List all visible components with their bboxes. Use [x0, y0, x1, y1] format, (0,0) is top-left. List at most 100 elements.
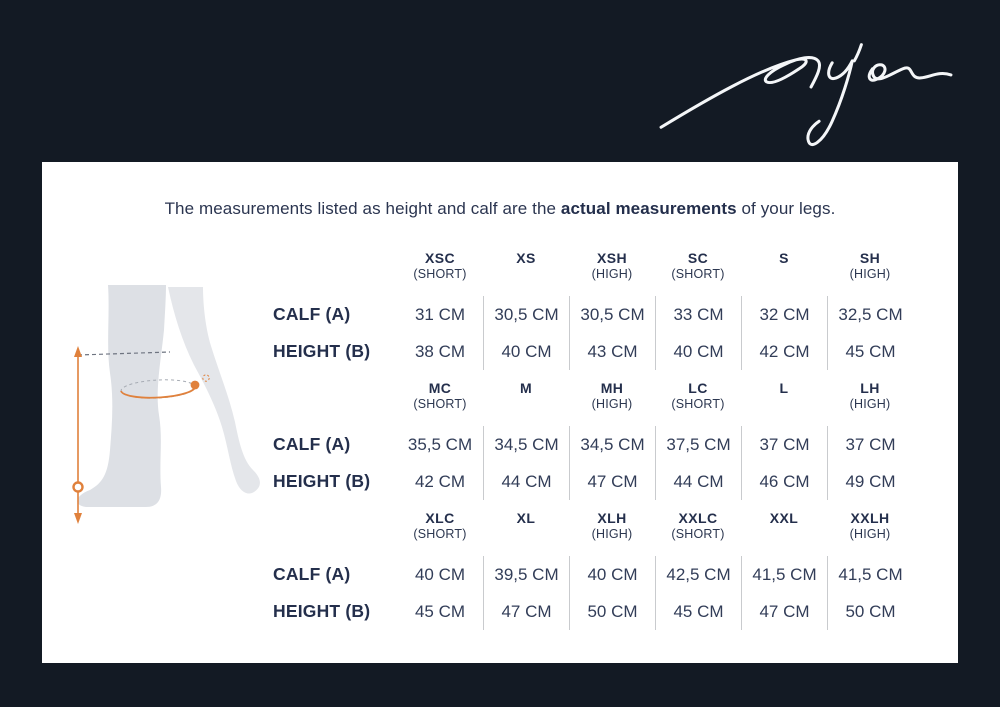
- calf-value: 39,5 CM: [483, 556, 569, 593]
- signature-stroke: [659, 43, 953, 146]
- calf-value: 30,5 CM: [483, 296, 569, 333]
- size-column-header: MC (SHORT): [397, 378, 483, 426]
- size-variant-label: [483, 397, 569, 412]
- intro-text: The measurements listed as height and ca…: [42, 199, 958, 219]
- size-column-header: LH (HIGH): [827, 378, 913, 426]
- header-spacer: [265, 508, 397, 556]
- height-arrowhead-bottom: [74, 513, 82, 524]
- size-column-header: XLH (HIGH): [569, 508, 655, 556]
- height-value: 43 CM: [569, 333, 655, 370]
- size-code: MC: [428, 380, 452, 396]
- size-code: XXLH: [850, 510, 890, 526]
- height-value: 47 CM: [569, 463, 655, 500]
- size-column-header: S: [741, 248, 827, 296]
- leg-measurement-illustration: [72, 285, 260, 524]
- size-code: XXLC: [678, 510, 718, 526]
- size-column-header: XSH (HIGH): [569, 248, 655, 296]
- calf-value: 31 CM: [414, 305, 466, 324]
- size-code: LH: [860, 380, 880, 396]
- header-spacer: [265, 248, 397, 296]
- height-row-label: HEIGHT (B): [273, 341, 371, 361]
- size-code: SC: [687, 250, 709, 266]
- height-value: 47 CM: [741, 593, 827, 630]
- size-code: M: [519, 380, 533, 396]
- size-table: XLC (SHORT) XL XLH (HIGH) XXLC (SHORT) XXL XXLH(…: [265, 508, 920, 630]
- calf-value: 41,5 CM: [827, 556, 913, 593]
- height-row-label: HEIGHT (B): [273, 471, 371, 491]
- size-code: LC: [688, 380, 708, 396]
- size-variant-label: [741, 267, 827, 282]
- height-value: 45 CM: [827, 333, 913, 370]
- intro-bold: actual measurements: [560, 199, 737, 218]
- size-variant-label: (SHORT): [413, 527, 467, 541]
- size-column-header: XSC (SHORT): [397, 248, 483, 296]
- height-row-label: HEIGHT (B): [273, 601, 371, 621]
- calf-value: 42,5 CM: [655, 556, 741, 593]
- calf-value: 40 CM: [569, 556, 655, 593]
- height-value: 46 CM: [741, 463, 827, 500]
- front-leg-silhouette: [77, 285, 166, 507]
- height-value: 40 CM: [483, 333, 569, 370]
- size-variant-label: [483, 267, 569, 282]
- size-variant-label: (SHORT): [671, 397, 725, 411]
- size-column-header: L: [741, 378, 827, 426]
- calf-value: 34,5 CM: [569, 426, 655, 463]
- height-value: 38 CM: [414, 342, 466, 361]
- height-value: 45 CM: [655, 593, 741, 630]
- size-code: MH: [600, 380, 624, 396]
- size-column-header: M: [483, 378, 569, 426]
- size-variant-label: (SHORT): [671, 527, 725, 541]
- height-value: 42 CM: [414, 472, 466, 491]
- calf-value: 30,5 CM: [569, 296, 655, 333]
- header-spacer: [265, 378, 397, 426]
- size-variant-label: [483, 527, 569, 542]
- height-value: 45 CM: [414, 602, 466, 621]
- size-column-header: XXL: [741, 508, 827, 556]
- size-column-header: LC (SHORT): [655, 378, 741, 426]
- size-column-header: SC (SHORT): [655, 248, 741, 296]
- calf-row-label: CALF (A): [273, 304, 351, 324]
- size-variant-label: (HIGH): [849, 397, 891, 411]
- size-column-header: XLC (SHORT): [397, 508, 483, 556]
- size-variant-label: (SHORT): [413, 267, 467, 281]
- size-code: XL: [516, 510, 536, 526]
- size-tables: XSC (SHORT) XS XSH (HIGH) SC (SHORT) S SH (HIGH) C…: [265, 248, 920, 638]
- size-code: L: [779, 380, 789, 396]
- intro-suffix: of your legs.: [736, 199, 836, 218]
- size-column-header: MH (HIGH): [569, 378, 655, 426]
- size-code: XXL: [769, 510, 799, 526]
- size-variant-label: (SHORT): [413, 397, 467, 411]
- calf-value: 37,5 CM: [655, 426, 741, 463]
- calf-marker-a-dot: [190, 380, 200, 390]
- size-variant-label: (HIGH): [591, 527, 633, 541]
- size-variant-label: (SHORT): [671, 267, 725, 281]
- size-column-header: XL: [483, 508, 569, 556]
- knee-dashed-line: [77, 351, 171, 356]
- calf-row-label: CALF (A): [273, 564, 351, 584]
- size-column-header: SH (HIGH): [827, 248, 913, 296]
- height-arrowhead-top: [74, 346, 82, 357]
- size-variant-label: [741, 527, 827, 542]
- calf-value: 41,5 CM: [741, 556, 827, 593]
- intro-prefix: The measurements listed as height and ca…: [164, 199, 561, 218]
- size-code: XLC: [425, 510, 455, 526]
- calf-value: 32 CM: [741, 296, 827, 333]
- size-variant-label: (HIGH): [849, 527, 891, 541]
- calf-value: 37 CM: [741, 426, 827, 463]
- size-code: SH: [859, 250, 881, 266]
- size-variant-label: (HIGH): [591, 397, 633, 411]
- size-guide-card: The measurements listed as height and ca…: [42, 162, 958, 663]
- size-variant-label: (HIGH): [849, 267, 891, 281]
- calf-value: 33 CM: [655, 296, 741, 333]
- height-value: 40 CM: [655, 333, 741, 370]
- back-leg-silhouette: [168, 287, 260, 494]
- height-value: 44 CM: [655, 463, 741, 500]
- size-table: MC (SHORT) M MH (HIGH) LC (SHORT) L LH (HIGH) CALF…: [265, 378, 920, 500]
- height-value: 50 CM: [827, 593, 913, 630]
- height-value: 49 CM: [827, 463, 913, 500]
- height-value: 50 CM: [569, 593, 655, 630]
- size-variant-label: (HIGH): [591, 267, 633, 281]
- size-code: XLH: [597, 510, 627, 526]
- size-code: XSC: [425, 250, 455, 266]
- size-code: S: [779, 250, 789, 266]
